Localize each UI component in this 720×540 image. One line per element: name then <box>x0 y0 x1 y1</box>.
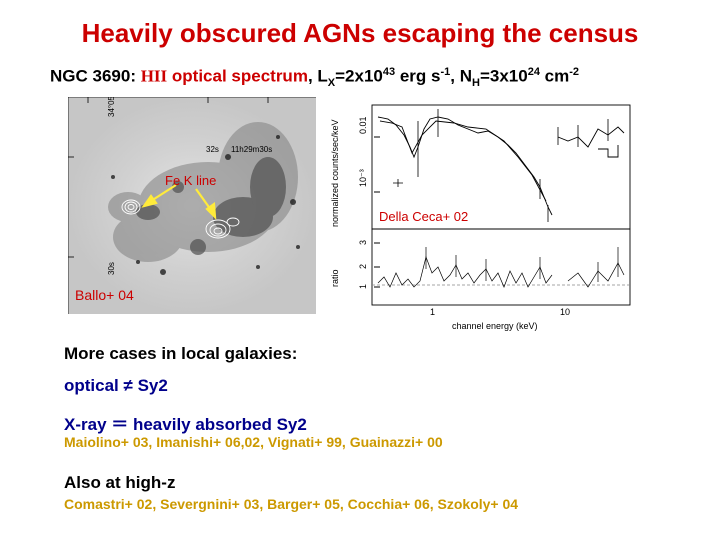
equals-symbol: ＝ <box>111 415 129 434</box>
nh-unit-exponent: -2 <box>569 66 580 78</box>
lx-unit-exponent: -1 <box>440 66 451 78</box>
spectrum-xlabel: channel energy (keV) <box>452 321 538 331</box>
high-z-references: Comastri+ 02, Severgnini+ 03, Barger+ 05… <box>64 496 519 512</box>
more-cases-heading: More cases in local galaxies: <box>64 344 298 363</box>
della-ceca-citation: Della Ceca+ 02 <box>379 209 469 224</box>
local-references: Maiolino+ 03, Imanishi+ 06,02, Vignati+ … <box>64 434 443 450</box>
lx-value: =2x10 <box>335 66 383 86</box>
xray-value: heavily absorbed Sy2 <box>128 415 307 434</box>
galaxy-image: 34°05 30s 32s 11h29m30s <box>68 97 316 314</box>
high-z-heading: Also at high-z <box>64 473 176 492</box>
optical-spectrum-label: optical spectrum <box>167 66 308 86</box>
lx-exponent: 43 <box>382 66 396 78</box>
dec-bottom-label: 30s <box>107 262 116 275</box>
tick-bottom-2: 1 <box>358 284 368 289</box>
ra-right-label: 11h29m30s <box>231 145 272 154</box>
lx-label: , L <box>307 66 328 86</box>
tick-top-0: 0.01 <box>358 116 368 134</box>
tick-bottom-0: 3 <box>358 240 368 245</box>
nh-value: =3x10 <box>479 66 528 86</box>
spectrum-ylabel-top: normalized counts/sec/keV <box>330 119 340 227</box>
tick-x-1: 10 <box>560 307 570 317</box>
ballo-citation: Ballo+ 04 <box>75 287 134 303</box>
tick-bottom-1: 2 <box>358 264 368 269</box>
hii-label: HII <box>140 66 168 86</box>
optical-line: optical ≠ Sy2 <box>64 376 168 396</box>
optical-value: Sy2 <box>132 376 168 395</box>
slide-subtitle: NGC 3690: HII optical spectrum, LX=2x104… <box>50 66 579 89</box>
nh-label: , N <box>450 66 472 86</box>
ra-left-label: 32s <box>206 145 219 154</box>
xray-label: X-ray <box>64 415 112 434</box>
optical-label: optical <box>64 376 124 395</box>
nh-exponent: 24 <box>527 66 540 78</box>
lx-unit: erg s <box>395 66 441 86</box>
nh-unit: cm <box>539 66 570 86</box>
tick-x-0: 1 <box>430 307 435 317</box>
xray-spectrum-figure: normalized counts/sec/keV ratio channel … <box>330 104 631 331</box>
spectrum-ylabel-bottom: ratio <box>330 269 340 287</box>
nh-subscript: H <box>472 77 480 90</box>
tick-top-1: 10⁻³ <box>358 169 368 187</box>
xray-line: X-ray ＝ heavily absorbed Sy2 <box>64 410 307 435</box>
not-equal-symbol: ≠ <box>123 376 133 395</box>
dec-top-label: 34°05 <box>107 97 116 117</box>
object-name: NGC 3690: <box>50 66 141 86</box>
lx-subscript: X <box>327 77 336 90</box>
slide-title: Heavily obscured AGNs escaping the censu… <box>81 18 639 48</box>
fek-line-label: Fe K line <box>165 173 217 188</box>
